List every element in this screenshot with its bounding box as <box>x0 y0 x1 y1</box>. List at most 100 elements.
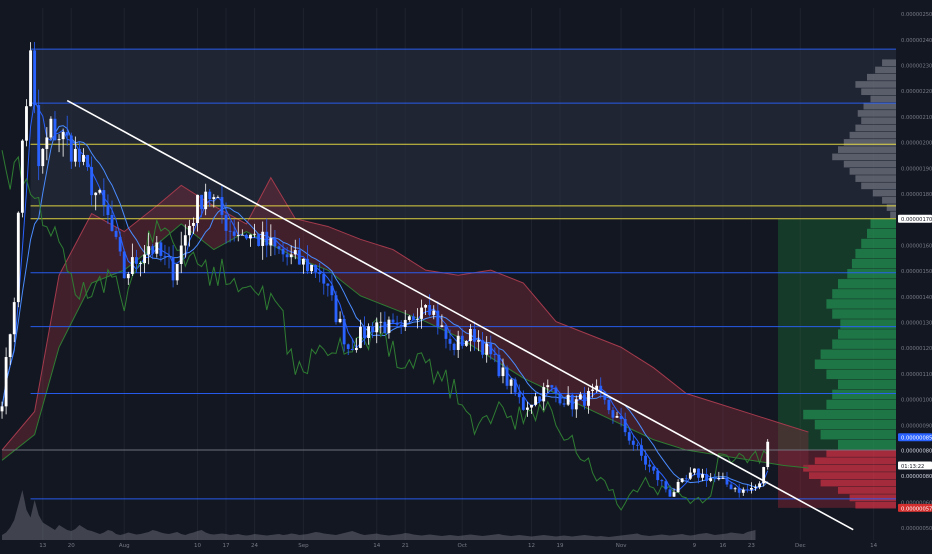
candle-body <box>570 394 574 410</box>
profile-bar-upper <box>855 175 896 182</box>
candle-body <box>611 410 615 418</box>
candle-body <box>297 250 301 265</box>
time-tick-label: Dec <box>795 543 806 549</box>
time-tick-label: 13 <box>39 543 46 549</box>
profile-bar-green <box>840 319 896 329</box>
candle-body <box>163 255 167 257</box>
candle-body <box>4 357 8 407</box>
candle-body <box>204 191 208 210</box>
candle-body <box>640 445 643 456</box>
candle-body <box>762 467 766 484</box>
candle-body <box>94 192 98 196</box>
candle-body <box>623 419 627 433</box>
candle-body <box>599 385 603 392</box>
candle-body <box>8 334 12 358</box>
time-tick-label: 14 <box>870 543 877 549</box>
candle-body <box>542 387 546 402</box>
candle-body <box>45 137 49 149</box>
candle-body <box>37 105 41 167</box>
profile-bar-upper <box>867 73 896 81</box>
candle-body <box>697 468 700 478</box>
candle-body <box>615 415 619 418</box>
candle-body <box>281 248 285 255</box>
candle-body <box>249 234 252 239</box>
candle-body <box>57 139 61 141</box>
time-tick-label: 20 <box>68 543 75 549</box>
candle-body <box>473 328 476 342</box>
candle-body <box>489 343 493 355</box>
candle-body <box>318 272 322 275</box>
time-tick-label: 9 <box>693 543 697 549</box>
candle-body <box>354 347 358 351</box>
profile-bar-green <box>838 279 896 289</box>
candle-body <box>363 326 366 338</box>
candle-body <box>200 194 204 210</box>
candle-body <box>240 234 244 236</box>
candle-body <box>314 264 318 273</box>
candle-body <box>269 238 273 246</box>
candle-body <box>501 367 505 377</box>
time-tick-label: Aug <box>119 543 130 549</box>
time-axis-bg <box>0 540 932 550</box>
candle-body <box>428 304 432 315</box>
candle-body <box>635 444 639 446</box>
profile-bar-upper <box>849 131 896 139</box>
candle-body <box>456 335 460 350</box>
candle-body <box>371 326 375 333</box>
time-tick-label: 14 <box>373 543 380 549</box>
candle-body <box>717 478 721 479</box>
profile-bar-green <box>851 258 896 269</box>
candle-body <box>701 474 704 478</box>
candle-body <box>538 396 542 402</box>
candle-body <box>558 393 562 404</box>
profile-bar-red <box>809 472 896 480</box>
candle-body <box>517 392 521 398</box>
candle-body <box>725 477 729 485</box>
profile-bar-green <box>855 248 896 259</box>
candle-body <box>733 488 737 490</box>
candle-body <box>379 321 383 323</box>
profile-bar-green <box>820 429 896 440</box>
candle-body <box>587 390 590 406</box>
candle-body <box>289 254 293 258</box>
profile-bar-green <box>867 228 896 239</box>
price-label-tag <box>898 214 932 223</box>
price-label-tag <box>898 461 932 470</box>
candle-body <box>648 464 652 467</box>
candle-body <box>110 214 114 231</box>
profile-bar-upper <box>861 182 896 190</box>
candle-body <box>265 231 269 246</box>
candle-body <box>383 321 387 333</box>
candle-body <box>668 489 672 497</box>
price-tick-label: 0.00000090 <box>901 423 932 429</box>
candle-body <box>232 231 236 236</box>
profile-bar-green <box>820 349 896 359</box>
volume-area <box>2 490 756 540</box>
candle-body <box>766 441 770 468</box>
price-tick-label: 0.00000230 <box>901 64 932 70</box>
candle-body <box>424 304 428 308</box>
candle-body <box>407 316 411 320</box>
candle-body <box>395 322 399 325</box>
candle-body <box>73 148 77 162</box>
candle-body <box>49 118 53 138</box>
price-label-text: 0.00000080 <box>901 474 932 480</box>
candle-body <box>481 340 485 355</box>
cloud-span-a <box>1 176 809 451</box>
candle-body <box>179 245 183 264</box>
price-tick-label: 0.00000250 <box>901 12 932 18</box>
candle-body <box>192 223 195 226</box>
profile-bar-green <box>838 379 896 390</box>
candle-body <box>20 140 24 213</box>
profile-bar-green <box>838 439 896 450</box>
profile-bar-upper <box>882 197 896 204</box>
time-tick-label: 19 <box>557 543 564 549</box>
candle-body <box>477 340 480 342</box>
candle-body <box>367 326 371 338</box>
candle-body <box>672 492 676 497</box>
candle-body <box>82 154 85 162</box>
profile-bar-green <box>832 289 896 299</box>
candle-body <box>175 263 179 281</box>
